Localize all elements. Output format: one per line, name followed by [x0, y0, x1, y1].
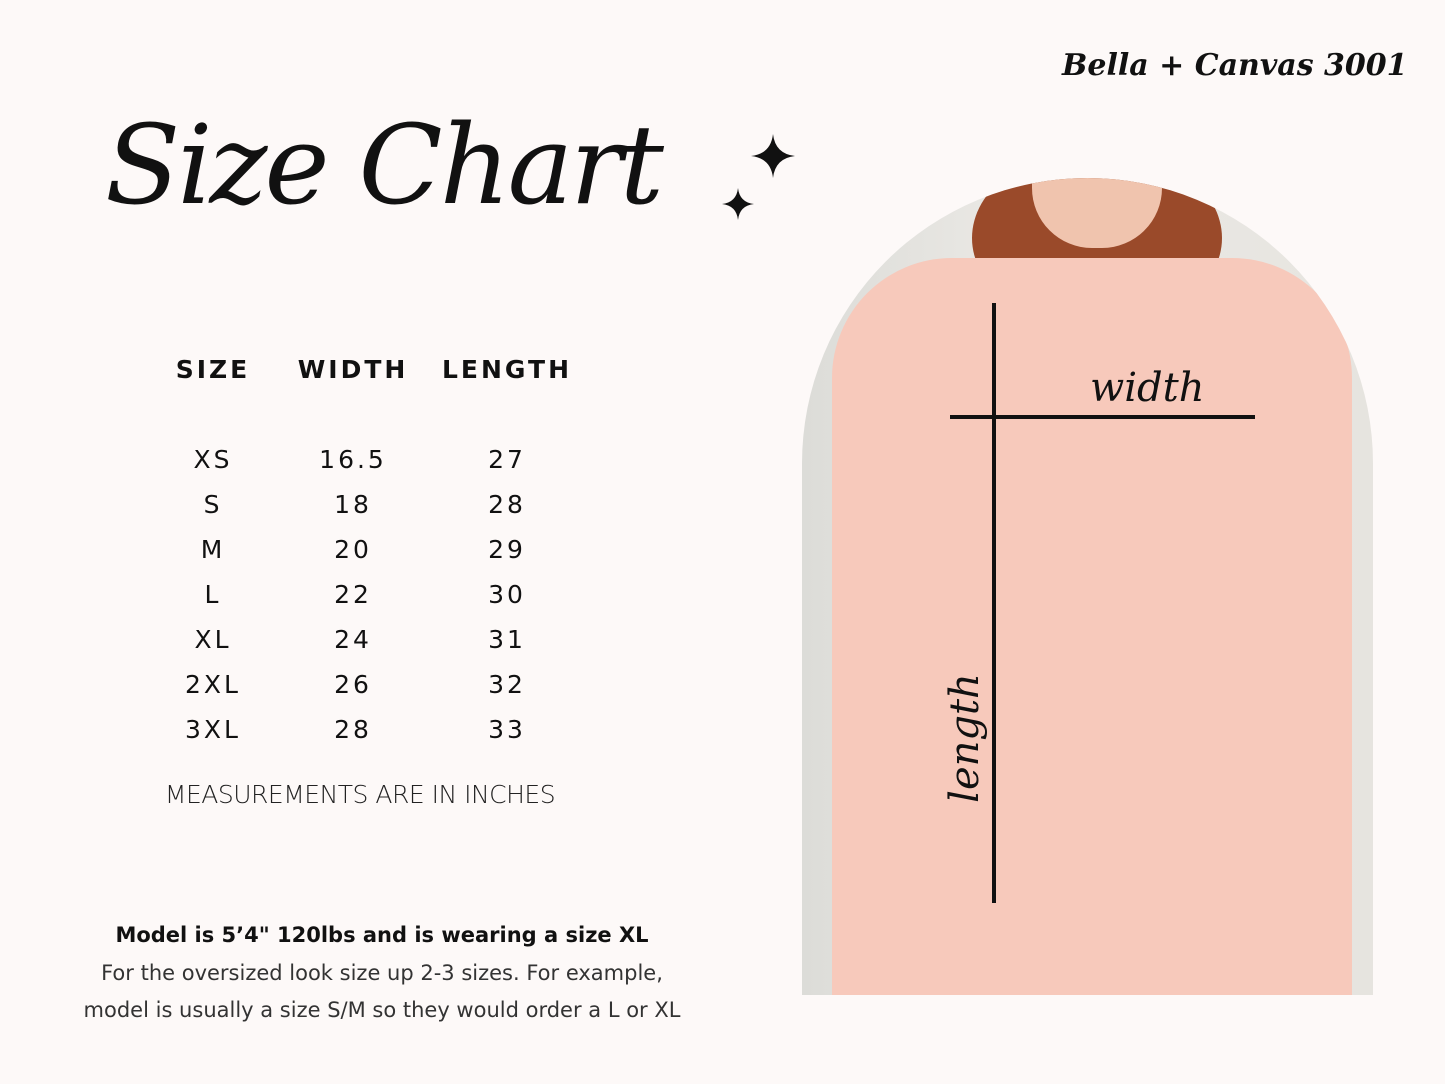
- cell-width: 26: [334, 670, 372, 699]
- cell-width: 18: [334, 490, 372, 519]
- cell-size: M: [200, 535, 226, 564]
- cell-width: 16.5: [319, 445, 387, 474]
- measurement-note: MEASUREMENTS ARE IN INCHES: [164, 780, 556, 809]
- brand-label: Bella + Canvas 3001: [1062, 48, 1408, 83]
- cell-length: 31: [488, 625, 526, 654]
- model-photo: [802, 178, 1373, 995]
- cell-width: 20: [334, 535, 372, 564]
- cell-size: 2XL: [185, 670, 241, 699]
- cell-width: 24: [334, 625, 372, 654]
- cell-size: XS: [193, 445, 233, 474]
- cell-width: 22: [334, 580, 372, 609]
- sparkle-icon: [722, 188, 754, 220]
- header-width: WIDTH: [297, 355, 409, 384]
- length-label: length: [942, 673, 988, 803]
- cell-width: 28: [334, 715, 372, 744]
- cell-length: 27: [488, 445, 526, 474]
- sparkle-icon: [751, 134, 795, 178]
- cell-length: 29: [488, 535, 526, 564]
- tshirt: [832, 258, 1352, 995]
- cell-size: XL: [194, 625, 232, 654]
- length-measure-line: [992, 303, 996, 903]
- width-label: width: [1090, 365, 1205, 411]
- cell-length: 33: [488, 715, 526, 744]
- cell-length: 28: [488, 490, 526, 519]
- header-size: SIZE: [175, 355, 251, 384]
- cell-size: L: [204, 580, 222, 609]
- model-info: Model is 5’4" 120lbs and is wearing a si…: [115, 923, 649, 947]
- cell-size: 3XL: [185, 715, 241, 744]
- sizing-example: model is usually a size S/M so they woul…: [83, 998, 681, 1022]
- sizing-advice: For the oversized look size up 2-3 sizes…: [101, 961, 663, 985]
- page-title: Size Chart: [105, 101, 664, 229]
- cell-length: 30: [488, 580, 526, 609]
- cell-size: S: [203, 490, 223, 519]
- width-measure-line: [950, 415, 1255, 419]
- header-length: LENGTH: [442, 355, 572, 384]
- cell-length: 32: [488, 670, 526, 699]
